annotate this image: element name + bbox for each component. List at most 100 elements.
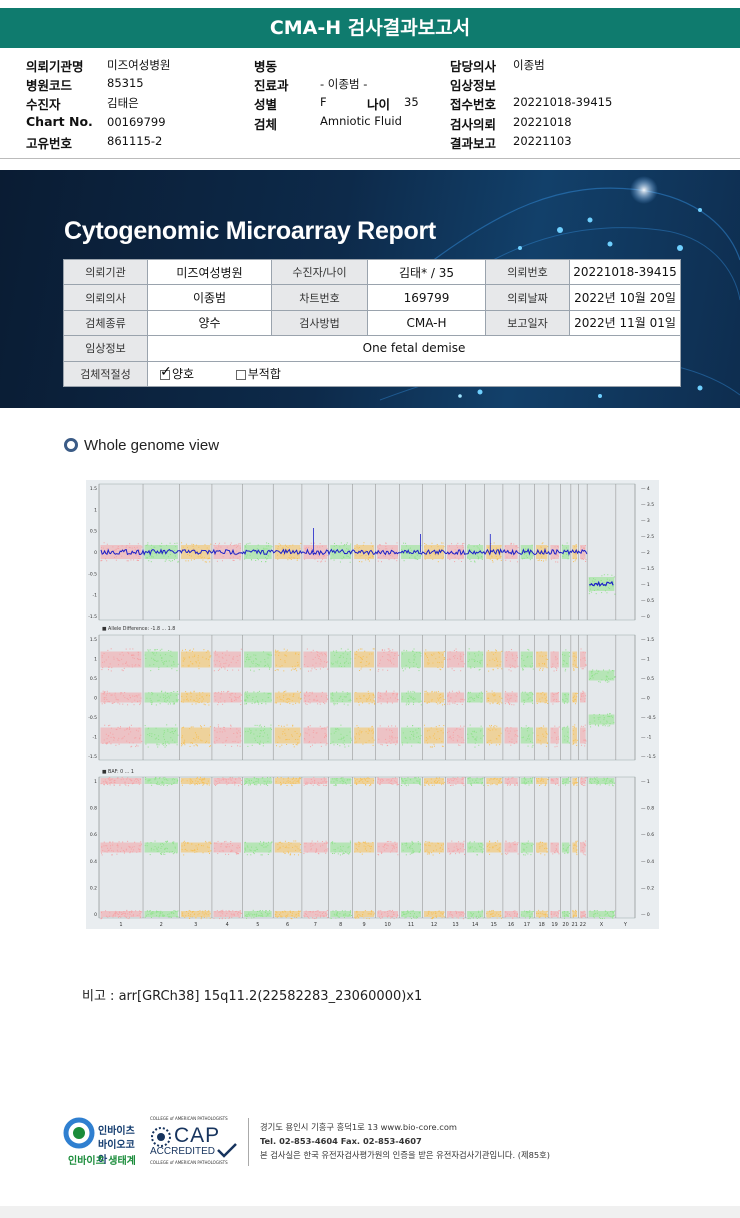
data-point	[428, 701, 430, 703]
data-point	[371, 737, 373, 739]
data-point	[263, 548, 265, 550]
data-point	[564, 916, 566, 918]
data-point	[433, 552, 435, 554]
data-point	[317, 560, 319, 562]
data-point	[572, 663, 574, 665]
data-point	[362, 841, 364, 843]
data-band	[180, 911, 211, 917]
data-point	[286, 549, 288, 551]
inadequate-checkbox[interactable]	[235, 369, 246, 380]
data-point	[539, 841, 541, 843]
data-point	[469, 777, 471, 779]
data-point	[157, 660, 159, 662]
data-point	[141, 911, 143, 913]
data-point	[385, 546, 387, 548]
data-point	[585, 845, 587, 847]
data-point	[452, 784, 454, 786]
data-point	[395, 744, 397, 746]
data-point	[409, 738, 411, 740]
data-point	[246, 696, 248, 698]
data-point	[527, 738, 529, 740]
data-point	[369, 851, 371, 853]
data-point	[443, 781, 445, 783]
adequate-checkbox[interactable]	[160, 364, 172, 380]
data-point	[153, 912, 155, 914]
data-point	[347, 556, 349, 558]
data-point	[130, 780, 132, 782]
data-point	[171, 779, 173, 781]
data-point	[385, 550, 387, 552]
data-point	[109, 912, 111, 914]
data-point	[448, 658, 450, 660]
data-point	[358, 561, 360, 563]
data-point	[246, 697, 248, 699]
data-point	[378, 854, 380, 856]
data-point	[388, 654, 390, 656]
data-point	[572, 697, 574, 699]
data-point	[279, 847, 281, 849]
data-point	[542, 779, 544, 781]
data-point	[553, 694, 555, 696]
data-point	[316, 849, 318, 851]
data-point	[315, 669, 317, 671]
data-point	[234, 544, 236, 546]
data-point	[564, 784, 566, 786]
data-point	[282, 731, 284, 733]
data-point	[119, 911, 121, 913]
data-point	[428, 913, 430, 915]
data-point	[366, 699, 368, 701]
data-point	[527, 735, 529, 737]
data-point	[326, 554, 328, 556]
data-point	[510, 670, 512, 672]
data-point	[267, 737, 269, 739]
data-point	[330, 558, 332, 560]
data-point	[152, 556, 154, 558]
data-point	[202, 782, 204, 784]
data-point	[564, 700, 566, 702]
data-point	[424, 781, 426, 783]
data-point	[321, 545, 323, 547]
data-point	[418, 780, 420, 782]
data-band	[144, 727, 178, 744]
data-point	[345, 914, 347, 916]
data-point	[509, 783, 511, 785]
data-point	[412, 850, 414, 852]
data-point	[307, 665, 309, 667]
data-point	[492, 847, 494, 849]
data-point	[540, 651, 542, 653]
data-point	[229, 916, 231, 918]
data-point	[346, 542, 348, 544]
data-point	[371, 555, 373, 557]
data-point	[469, 666, 471, 668]
data-point	[248, 657, 250, 659]
data-point	[286, 847, 288, 849]
data-point	[284, 847, 286, 849]
data-point	[285, 701, 287, 703]
data-point	[497, 668, 499, 670]
data-point	[341, 558, 343, 560]
data-point	[566, 702, 568, 704]
data-point	[510, 744, 512, 746]
data-point	[200, 739, 202, 741]
data-point	[285, 694, 287, 696]
data-point	[313, 776, 315, 778]
data-point	[349, 662, 351, 664]
data-point	[131, 783, 133, 785]
data-point	[567, 558, 569, 560]
data-point	[196, 776, 198, 778]
data-point	[103, 739, 105, 741]
data-point	[239, 732, 241, 734]
data-band	[572, 651, 578, 668]
data-point	[496, 650, 498, 652]
data-point	[451, 916, 453, 918]
data-point	[308, 734, 310, 736]
data-point	[447, 917, 449, 919]
data-point	[151, 691, 153, 693]
data-point	[607, 725, 609, 727]
data-point	[563, 912, 565, 914]
data-point	[572, 557, 574, 559]
data-point	[261, 550, 263, 552]
data-point	[205, 651, 207, 653]
data-point	[233, 732, 235, 734]
data-point	[316, 784, 318, 786]
